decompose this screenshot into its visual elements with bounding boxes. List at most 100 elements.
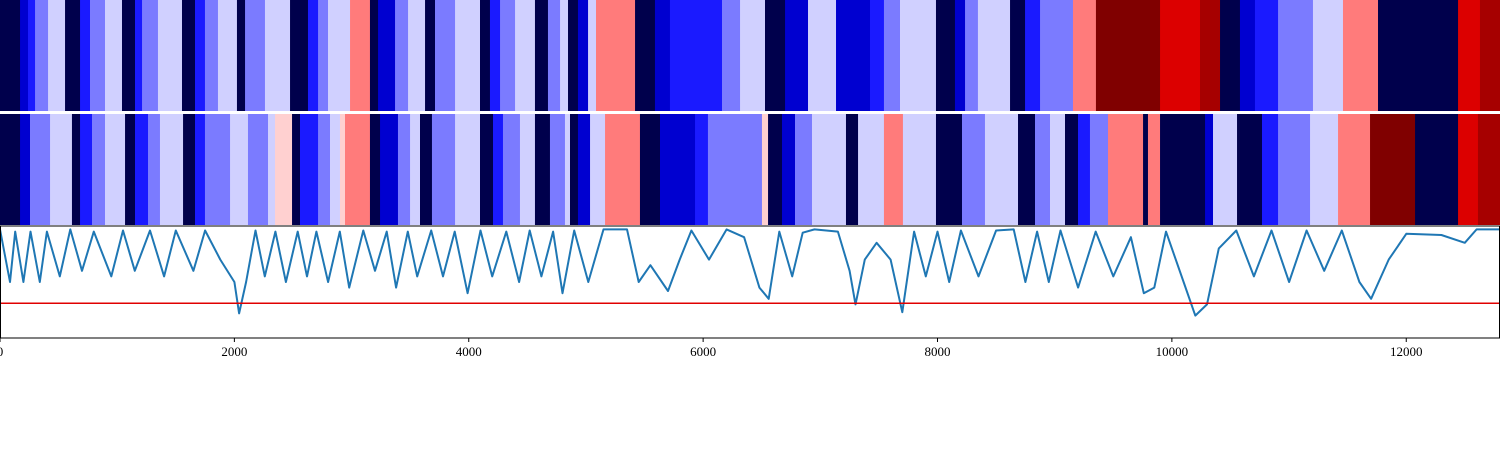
strip-segment [48, 0, 66, 111]
strip-segment [534, 114, 551, 225]
strip-segment [605, 114, 641, 225]
strip-segment [148, 114, 161, 225]
strip-segment [408, 0, 426, 111]
strip-segment [28, 0, 36, 111]
strip-segment [858, 114, 885, 225]
strip-segment [502, 114, 521, 225]
strip-segment [1415, 114, 1459, 225]
strip-segment [380, 114, 399, 225]
strip-segment [935, 0, 956, 111]
strip-segment [420, 114, 433, 225]
strip-segment [1040, 0, 1074, 111]
strip-segment [1254, 0, 1279, 111]
strip-segment [300, 114, 319, 225]
strip-segment [247, 114, 269, 225]
strip-segment [245, 0, 266, 111]
strip-segment [1108, 114, 1144, 225]
strip-segment [721, 0, 741, 111]
strip-segment [1018, 114, 1036, 225]
strip-segment [1312, 0, 1344, 111]
strip-segment [204, 0, 219, 111]
strip-segment [480, 114, 494, 225]
strip-segment [639, 114, 661, 225]
strip-segment [883, 0, 901, 111]
strip-segment [654, 0, 671, 111]
strip-segment [1261, 114, 1279, 225]
strip-segment [669, 0, 723, 111]
strip-segment [121, 0, 136, 111]
strip-segment [1205, 114, 1214, 225]
strip-segment [740, 0, 766, 111]
strip-segment [870, 0, 885, 111]
strip-segment [378, 0, 396, 111]
strip-segment [268, 114, 276, 225]
strip-segment [157, 0, 183, 111]
strip-segment [489, 0, 501, 111]
strip-segment [195, 114, 206, 225]
strip-segment [264, 0, 291, 111]
strip-segment [204, 114, 231, 225]
strip-segment [761, 114, 769, 225]
strip-segment [570, 114, 579, 225]
strip-segment [330, 114, 341, 225]
strip-segment [534, 0, 549, 111]
strip-segment [977, 0, 1011, 111]
strip-segment [1237, 114, 1263, 225]
strip-segment [236, 0, 246, 111]
x-tick-label: 12000 [1390, 344, 1423, 359]
strip-segment [1220, 0, 1241, 111]
strip-segment [328, 0, 351, 111]
strip-segment [318, 114, 331, 225]
strip-segment [1035, 114, 1051, 225]
strip-segment [588, 0, 597, 111]
strip-segment [795, 114, 813, 225]
strip-segment [883, 114, 904, 225]
strip-segment [590, 114, 606, 225]
strip-segment [785, 0, 809, 111]
strip-segment [181, 0, 196, 111]
strip-segment [660, 114, 696, 225]
strip-segment [1160, 114, 1206, 225]
x-tick-label: 6000 [690, 344, 716, 359]
strip-segment [547, 0, 561, 111]
x-tick-label: 4000 [456, 344, 482, 359]
strip-segment [71, 114, 81, 225]
strip-segment [369, 0, 379, 111]
strip-segment [596, 0, 636, 111]
strip-segment [431, 114, 456, 225]
strip-segment [577, 114, 591, 225]
strip-segment [695, 114, 709, 225]
strip-segment [1010, 0, 1026, 111]
strip-segment [30, 114, 51, 225]
strip-segment [105, 0, 123, 111]
strip-segment [902, 114, 937, 225]
strip-segment [1239, 0, 1256, 111]
strip-segment [935, 114, 963, 225]
strip-segment [765, 0, 786, 111]
strip-segment [781, 114, 796, 225]
strip-segment [345, 114, 371, 225]
strip-segment [1143, 114, 1149, 225]
strip-segment [1477, 114, 1500, 225]
strip-segment [1147, 114, 1161, 225]
strip-segment [410, 114, 421, 225]
strip-segment [80, 0, 91, 111]
x-tick-label: 10000 [1156, 344, 1189, 359]
strip-segment [707, 114, 763, 225]
strip-segment [577, 0, 589, 111]
strip-segment [1338, 114, 1371, 225]
strip-segment [568, 0, 579, 111]
strip-segment [811, 114, 847, 225]
strip-segment [1065, 114, 1079, 225]
strip-segment [984, 114, 1019, 225]
strip-segment [455, 114, 481, 225]
strip-segment [217, 0, 238, 111]
strip-segment [135, 0, 143, 111]
strip-segment [1479, 0, 1500, 111]
strip-segment [635, 0, 656, 111]
strip-segment [183, 114, 196, 225]
strip-segment [808, 0, 837, 111]
strip-segment [90, 0, 106, 111]
x-tick-label: 0 [0, 344, 3, 359]
strip-segment [845, 114, 859, 225]
